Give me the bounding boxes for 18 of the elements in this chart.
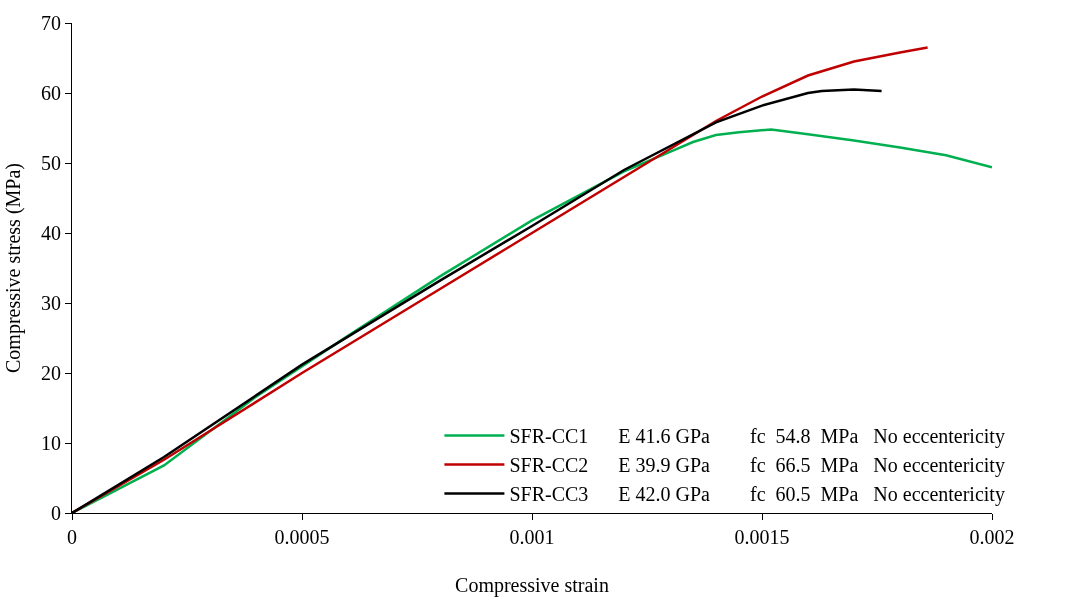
y-tick-label: 0 [51,502,61,524]
y-tick-label: 60 [41,82,61,104]
x-axis-title: Compressive strain [455,573,609,597]
y-tick-label: 10 [41,432,61,454]
legend-label: SFR-CC1 E 41.6 GPa fc 54.8 MPa No eccentericity [509,425,1005,449]
legend-label: SFR-CC2 E 39.9 GPa fc 66.5 MPa No eccentericity [509,454,1005,478]
x-tick-label: 0 [67,526,77,548]
x-tick-label: 0.001 [509,526,555,548]
y-tick-label: 70 [41,12,61,34]
x-tick-label: 0.0015 [734,526,790,548]
y-axis-title: Compressive stress (MPa) [1,163,25,373]
y-tick-label: 50 [41,152,61,174]
x-tick-label: 0.0005 [274,526,330,548]
y-tick-label: 30 [41,292,61,314]
y-tick-label: 20 [41,362,61,384]
x-tick-label: 0.002 [969,526,1015,548]
y-tick-label: 40 [41,222,61,244]
legend-label: SFR-CC3 E 42.0 GPa fc 60.5 MPa No eccentericity [509,483,1005,507]
